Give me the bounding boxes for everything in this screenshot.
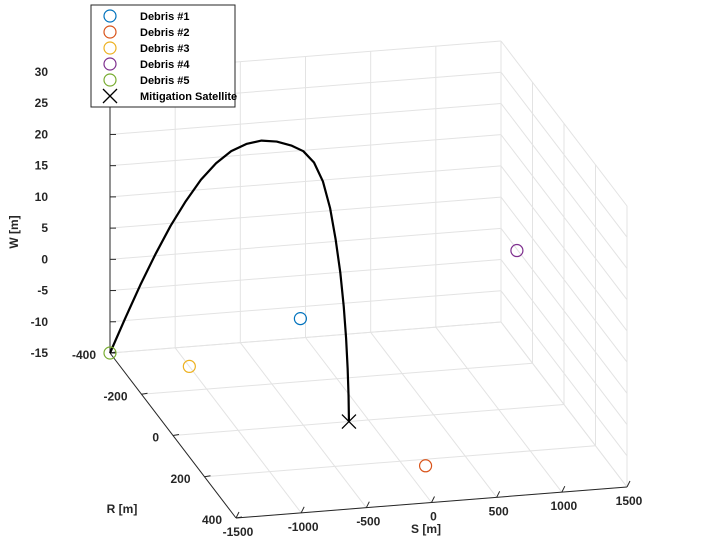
grid-line (109, 227, 502, 260)
w-tick-label: 5 (41, 221, 48, 235)
w-tick-label: 25 (35, 96, 49, 110)
legend-label: Mitigation Satellite (140, 91, 237, 103)
y-axis-label: R [m] (107, 502, 138, 516)
w-tick-label: 10 (35, 190, 49, 204)
legend-label: Debris #1 (140, 11, 190, 23)
markers (103, 243, 524, 473)
legend-circle-icon (103, 25, 117, 39)
legend: Debris #1 Debris #2 Debris #3 Debris #4 Debr… (90, 4, 237, 108)
grid-line (172, 404, 565, 436)
s-tick (235, 511, 240, 519)
legend-box (90, 4, 236, 108)
r-tick-label: 400 (202, 513, 222, 527)
grid-line (109, 102, 502, 135)
legend-label: Debris #5 (140, 75, 190, 87)
x-axis-label: S [m] (411, 522, 441, 536)
trajectory-line (108, 139, 351, 422)
grid-line (109, 134, 502, 167)
grid-line (500, 290, 628, 457)
debris-marker (293, 312, 307, 326)
s-tick (431, 496, 435, 503)
s-tick-label: 1500 (616, 494, 643, 508)
s-tick-label: -1000 (288, 520, 319, 534)
s-tick (626, 480, 631, 488)
legend-circle-icon (103, 57, 117, 71)
r-tick-label: 0 (152, 431, 159, 445)
grid-line (500, 40, 628, 207)
r-tick-label: 200 (170, 472, 190, 486)
grid-line (109, 321, 502, 354)
legend-label: Debris #3 (140, 43, 190, 55)
s-tick-label: 1000 (550, 499, 577, 513)
grid-line (500, 321, 628, 488)
grid-line (109, 196, 502, 229)
s-tick-label: 0 (430, 510, 437, 524)
w-tick-label: 0 (41, 252, 48, 266)
tick-labels: -1500 -1000 -500 0 500 1000 1500-400-200020040… (31, 65, 643, 539)
s-tick (496, 491, 501, 498)
legend-x-icon (102, 88, 118, 104)
debris-marker (510, 243, 524, 258)
grid-line (204, 445, 596, 478)
grid-line (500, 259, 628, 425)
legend-label: Debris #2 (140, 27, 190, 39)
grid-line (500, 71, 628, 238)
w-tick-label: 15 (35, 159, 49, 173)
w-tick-label: -5 (37, 284, 48, 298)
r-tick (204, 475, 211, 478)
w-tick-label: -10 (31, 315, 49, 329)
grid-line (500, 196, 628, 363)
s-tick-label: -1500 (223, 525, 254, 539)
debris-marker (182, 359, 196, 373)
grid-line (141, 362, 533, 395)
satellite-marker (341, 414, 357, 430)
grid-line (500, 103, 628, 269)
r-tick-label: -400 (72, 348, 96, 362)
r-tick (141, 392, 148, 395)
grid-line (109, 165, 502, 198)
s-tick-label: -500 (356, 515, 380, 529)
grid-line (500, 134, 628, 300)
grid-line (500, 165, 628, 332)
s-tick (365, 501, 370, 508)
r-tick-label: -200 (103, 389, 127, 403)
grid-line (109, 259, 502, 292)
w-tick-label: -15 (31, 346, 49, 360)
legend-circle-icon (103, 41, 117, 55)
legend-circle-icon (103, 73, 117, 87)
w-tick-label: 20 (35, 127, 49, 141)
debris-marker (418, 459, 433, 473)
s-tick-label: 500 (489, 504, 509, 518)
grid-line (500, 228, 628, 394)
s-tick (561, 485, 566, 493)
legend-label: Debris #4 (140, 59, 190, 71)
w-tick-label: 30 (35, 65, 49, 79)
grid-line (109, 290, 502, 323)
r-tick (172, 434, 180, 436)
grid (109, 40, 628, 519)
debris-marker (103, 346, 117, 360)
legend-circle-icon (103, 9, 117, 23)
trajectory (108, 139, 351, 422)
z-axis-label: W [m] (7, 215, 21, 248)
s-tick (300, 506, 305, 514)
r-tick (235, 516, 243, 519)
axes (109, 71, 631, 519)
